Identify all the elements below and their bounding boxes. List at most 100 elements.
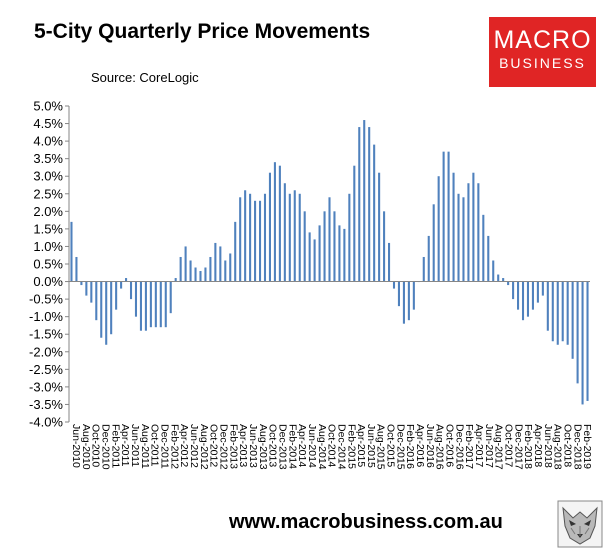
logo-line-2: BUSINESS <box>499 55 586 71</box>
bar <box>363 120 366 282</box>
x-tick-label: Oct-2017 <box>503 424 515 467</box>
x-tick-label: Jun-2018 <box>542 424 554 468</box>
bar <box>288 193 291 282</box>
x-tick-label: Oct-2018 <box>562 424 574 467</box>
bar <box>388 242 391 282</box>
x-tick-label: Dec-2018 <box>571 424 583 470</box>
x-tick-label: Jun-2012 <box>188 424 200 468</box>
y-tick-label: 4.0% <box>33 134 63 149</box>
bar <box>144 281 147 331</box>
bar <box>303 211 306 282</box>
x-tick-label: Apr-2018 <box>532 424 544 467</box>
x-tick-label: Dec-2011 <box>158 424 170 469</box>
bar <box>273 162 276 282</box>
bar <box>85 281 88 296</box>
footer-url: www.macrobusiness.com.au <box>229 511 503 533</box>
y-tick-label: -3.0% <box>29 379 63 394</box>
bar <box>328 197 331 282</box>
y-tick-label: -0.5% <box>29 292 63 307</box>
bar <box>134 281 138 317</box>
x-tick-label: Feb-2017 <box>463 424 475 469</box>
bar <box>90 281 93 303</box>
bar-chart: 5.0% 4.5% 4.0% 3.5% 3.0% 2.5% 2.0% 1.5% 1.0% 0.5%… <box>29 99 593 470</box>
x-tick-label: Aug-2011 <box>139 424 151 469</box>
bar <box>234 221 237 282</box>
bar <box>95 281 98 321</box>
x-tick-label: Apr-2012 <box>178 424 190 467</box>
bar <box>249 193 252 282</box>
y-tick-label: 3.0% <box>33 169 63 184</box>
bar <box>472 172 475 282</box>
bar <box>452 172 455 282</box>
y-tick-label: 1.5% <box>33 221 63 236</box>
bar <box>323 211 326 282</box>
bar <box>80 281 83 286</box>
bar <box>392 281 396 289</box>
bar <box>199 271 202 282</box>
x-axis: Jun-2010Aug-2010Oct-2010Dec-2010Feb-2011… <box>69 281 593 470</box>
bar <box>462 197 465 282</box>
y-tick-label: -3.5% <box>29 397 63 412</box>
bar <box>278 165 281 282</box>
bar <box>571 281 574 359</box>
bar <box>586 281 589 401</box>
x-tick-label: Aug-2018 <box>552 424 564 470</box>
x-tick-label: Dec-2014 <box>335 424 347 470</box>
y-tick-label: -2.0% <box>29 344 63 359</box>
bar <box>457 193 460 282</box>
bar <box>487 235 490 282</box>
bar <box>373 144 376 282</box>
bar <box>521 281 525 321</box>
y-tick-label: 5.0% <box>33 99 63 114</box>
bar <box>229 253 232 282</box>
bar <box>541 281 544 296</box>
bar <box>576 281 579 384</box>
x-tick-label: Apr-2014 <box>296 424 308 467</box>
bar <box>139 281 142 331</box>
bar <box>482 214 485 282</box>
bar <box>154 281 157 328</box>
x-tick-label: Dec-2010 <box>99 424 111 470</box>
bar <box>358 127 361 282</box>
bar <box>120 281 123 289</box>
x-tick-label: Oct-2014 <box>326 424 338 467</box>
bar <box>442 151 445 282</box>
x-tick-label: Jun-2016 <box>424 424 436 468</box>
bar <box>467 183 470 282</box>
bar <box>254 200 257 282</box>
bar <box>477 183 480 282</box>
y-tick-label: 0.0% <box>33 274 63 289</box>
bar <box>338 225 341 282</box>
bar <box>318 225 321 282</box>
x-tick-label: Oct-2016 <box>444 424 456 467</box>
y-tick-label: 4.5% <box>33 116 63 131</box>
bar <box>581 281 584 405</box>
x-tick-label: Aug-2014 <box>316 424 328 470</box>
bar <box>244 190 247 282</box>
bar <box>502 278 505 282</box>
x-tick-label: Aug-2013 <box>257 424 269 470</box>
bar <box>353 165 356 282</box>
macrobusiness-logo: MACRO BUSINESS <box>489 17 596 87</box>
bar <box>507 281 510 286</box>
bar <box>293 190 296 282</box>
bar <box>333 211 336 282</box>
x-tick-label: Jun-2014 <box>306 424 318 468</box>
x-tick-label: Aug-2016 <box>434 424 446 470</box>
bars-group <box>70 120 589 405</box>
bar <box>551 281 554 342</box>
x-tick-label: Apr-2015 <box>355 424 367 467</box>
y-tick-label: 1.0% <box>33 239 63 254</box>
y-tick-label: 2.5% <box>33 186 63 201</box>
x-tick-label: Aug-2015 <box>375 424 387 470</box>
bar <box>402 281 405 324</box>
bar <box>407 281 410 321</box>
bar <box>397 281 400 307</box>
x-tick-label: Feb-2019 <box>581 424 593 469</box>
wolf-logo-icon <box>557 500 603 548</box>
x-tick-label: Aug-2012 <box>198 424 210 470</box>
bar <box>209 256 212 282</box>
bar <box>308 232 311 282</box>
chart-title: 5-City Quarterly Price Movements <box>34 20 371 43</box>
bar <box>517 281 520 310</box>
